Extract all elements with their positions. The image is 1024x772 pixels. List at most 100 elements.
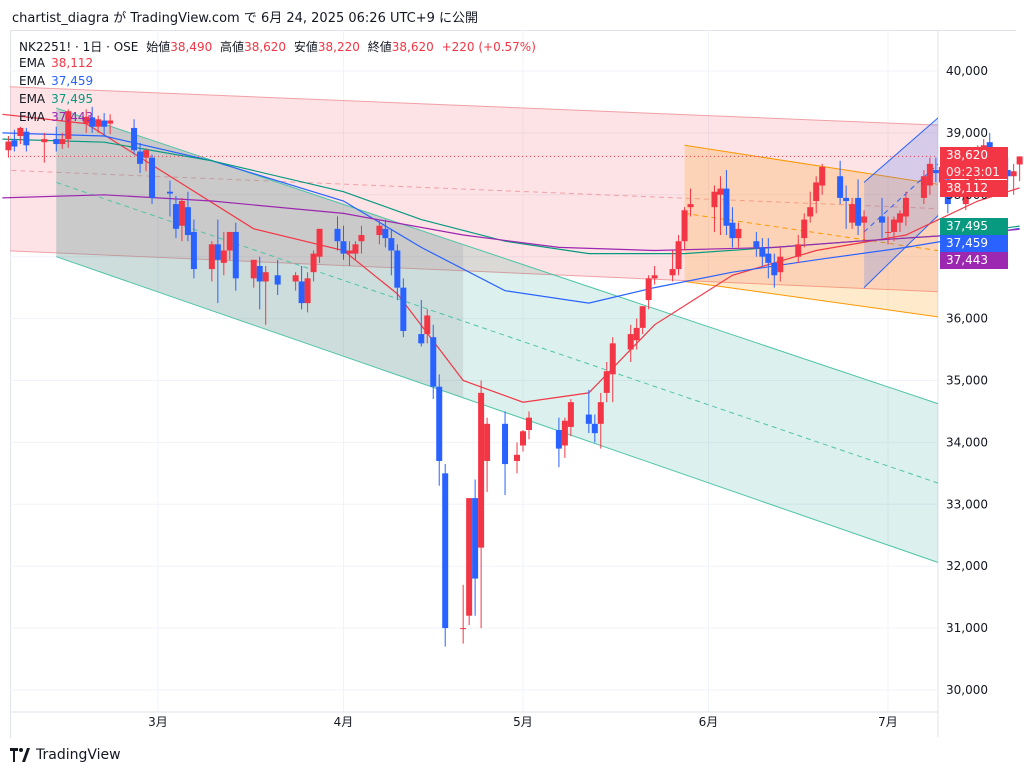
candle-body — [753, 241, 760, 248]
ema-value: 38,112 — [51, 56, 94, 70]
candle — [896, 210, 903, 232]
candle-body — [166, 191, 173, 194]
channel-mid-line — [863, 163, 938, 233]
candle — [771, 253, 778, 288]
candle-body — [340, 241, 347, 254]
candle — [729, 207, 736, 248]
price-tag-value: 37,459 — [946, 236, 988, 251]
candle — [310, 250, 317, 282]
ema-legend-3[interactable]: EMA 37,495 — [19, 92, 93, 106]
candle-body — [729, 222, 736, 239]
candle-body — [502, 423, 509, 465]
candle-body — [896, 213, 903, 223]
candle — [388, 228, 395, 276]
candle-body — [53, 139, 60, 145]
y-tick-label: 30,000 — [946, 683, 988, 697]
candle-body — [525, 417, 532, 431]
candle — [95, 115, 102, 133]
candle — [484, 417, 491, 492]
x-tick-label: 6月 — [699, 715, 719, 729]
candle — [597, 392, 604, 449]
x-tick-label: 7月 — [878, 715, 898, 729]
candle — [107, 114, 114, 135]
candle — [1010, 163, 1017, 195]
candle — [214, 219, 221, 304]
candle-body — [861, 216, 868, 223]
candle-body — [879, 216, 886, 223]
candle — [651, 265, 658, 285]
candle-body — [59, 139, 66, 145]
candle — [41, 132, 48, 163]
candle — [101, 113, 108, 136]
price-tag: 37,459 — [940, 235, 1008, 253]
candle-body — [304, 278, 311, 304]
candle-body — [855, 197, 862, 226]
candle — [220, 231, 227, 276]
candle-body — [184, 207, 191, 236]
candle — [777, 247, 784, 282]
candle — [250, 259, 257, 288]
candle — [89, 106, 96, 133]
candle-body — [567, 402, 574, 427]
symbol-legend: NK2251! · 1日 · OSE 始値38,490 高値38,620 安値3… — [19, 38, 536, 55]
price-tag: 38,620 09:23:01 — [940, 147, 1008, 180]
channel-lower-line — [56, 256, 938, 563]
candle-body — [190, 231, 197, 270]
channel-3 — [864, 117, 938, 288]
candle-body — [885, 231, 891, 233]
candle — [555, 417, 562, 468]
candle-body — [585, 414, 592, 424]
candle-body — [627, 334, 634, 350]
candle-body — [1010, 171, 1017, 177]
candle — [53, 126, 60, 152]
low-key: 安値 — [293, 40, 318, 54]
tradingview-logo-icon — [10, 748, 30, 762]
candle — [1016, 156, 1023, 182]
candle-body — [424, 315, 431, 335]
candle — [178, 197, 185, 242]
y-tick-label: 32,000 — [946, 559, 988, 573]
price-tag-value: 38,620 — [946, 148, 988, 163]
candle — [346, 241, 353, 266]
candle — [131, 119, 138, 155]
ema-legend-1[interactable]: EMA 38,112 — [19, 56, 93, 70]
candle — [149, 154, 156, 205]
ema-label: EMA — [19, 56, 46, 70]
candle — [902, 191, 909, 226]
candle-body — [819, 166, 826, 186]
candle-body — [597, 402, 604, 424]
ema-legend-2[interactable]: EMA 37,459 — [19, 74, 93, 88]
candle-body — [675, 241, 682, 270]
candle-body — [65, 111, 72, 140]
price-tag: 37,443 — [940, 252, 1008, 270]
y-tick-label: 40,000 — [946, 64, 988, 78]
chart-frame[interactable] — [10, 30, 1016, 738]
candle — [837, 160, 844, 205]
candle-body — [226, 231, 233, 251]
candle-body — [316, 228, 323, 257]
candle-body — [478, 392, 485, 548]
candle — [561, 417, 568, 458]
ema-lines — [2, 113, 1020, 403]
candle — [675, 235, 682, 276]
candle-body — [220, 250, 227, 263]
y-tick-label: 31,000 — [946, 621, 988, 635]
candle — [11, 129, 18, 152]
candle-body — [394, 250, 401, 288]
candle — [819, 163, 826, 195]
candle-body — [298, 281, 305, 304]
candle-body — [442, 473, 449, 629]
candle — [645, 275, 652, 310]
candle-body — [256, 265, 263, 282]
candle-body — [149, 157, 156, 198]
ema-value: 37,459 — [51, 74, 94, 88]
ema-legend-4[interactable]: EMA 37,443 — [19, 110, 93, 124]
candle-body — [376, 225, 383, 236]
candle — [436, 374, 443, 486]
candle — [681, 207, 688, 251]
ema-label: EMA — [19, 92, 46, 106]
footer-brand[interactable]: TradingView — [10, 744, 121, 766]
candle — [358, 225, 365, 254]
candle-body — [681, 210, 688, 242]
